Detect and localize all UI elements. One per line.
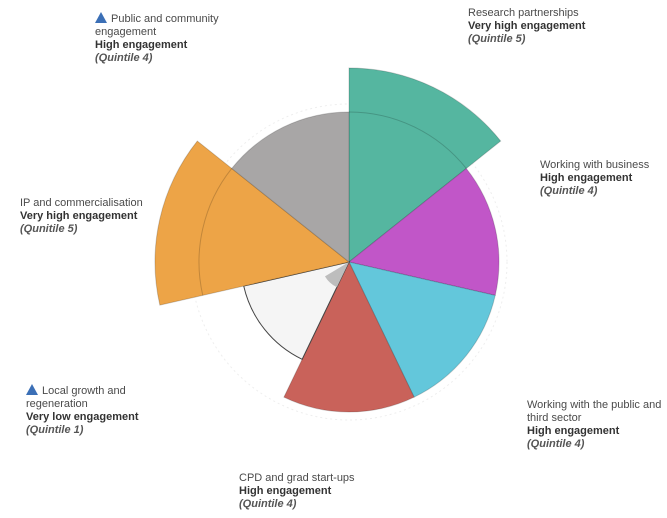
warning-triangle-icon — [26, 384, 38, 395]
label-local-quintile: (Quintile 1) — [26, 424, 84, 436]
label-public-quintile: (Quintile 4) — [527, 438, 585, 450]
segment-ip — [154, 140, 351, 306]
label-business-name: Working with business — [540, 159, 650, 171]
label-business: Working with business High engagement (Q… — [540, 159, 665, 198]
label-cpd-quintile: (Quintile 4) — [239, 498, 297, 510]
segment-local-core — [324, 262, 349, 288]
label-cpd: CPD and grad start-ups High engagement (… — [239, 472, 409, 511]
label-community-engagement: High engagement — [95, 39, 188, 51]
label-research-name: Research partnerships — [468, 7, 579, 19]
label-community-quintile: (Quintile 4) — [95, 52, 153, 64]
label-ip: IP and commercialisation Very high engag… — [20, 197, 180, 236]
label-local: Local growth and regeneration Very low e… — [26, 384, 151, 437]
label-ip-quintile: (Qunitile 5) — [20, 223, 78, 235]
segment-local — [243, 261, 350, 360]
segment-ip-reference-arc — [198, 168, 233, 296]
label-business-engagement: High engagement — [540, 172, 633, 184]
label-community-name: Public and community engagement — [95, 13, 219, 38]
label-local-engagement: Very low engagement — [26, 411, 139, 423]
label-business-quintile: (Quintile 4) — [540, 185, 598, 197]
label-public-engagement: High engagement — [527, 425, 620, 437]
label-community: Public and community engagement High eng… — [95, 12, 255, 65]
label-cpd-name: CPD and grad start-ups — [239, 472, 355, 484]
label-research-quintile: (Quintile 5) — [468, 33, 526, 45]
label-ip-name: IP and commercialisation — [20, 197, 143, 209]
label-public-name: Working with the public and third sector — [527, 399, 662, 424]
label-local-name: Local growth and regeneration — [26, 385, 126, 410]
warning-triangle-icon — [95, 12, 107, 23]
segment-research-reference-arc — [348, 111, 467, 169]
label-cpd-engagement: High engagement — [239, 485, 332, 497]
segment-business — [347, 167, 500, 296]
label-research-engagement: Very high engagement — [468, 20, 586, 32]
label-ip-engagement: Very high engagement — [20, 210, 138, 222]
label-public: Working with the public and third sector… — [527, 399, 662, 451]
label-research: Research partnerships Very high engageme… — [468, 7, 638, 46]
segment-research — [348, 67, 502, 264]
segment-public — [348, 261, 496, 398]
segment-cpd — [283, 260, 415, 413]
segment-community — [231, 111, 350, 264]
